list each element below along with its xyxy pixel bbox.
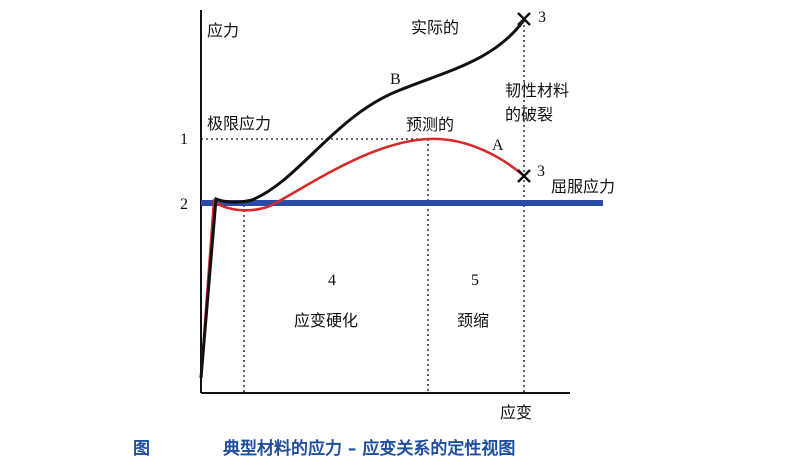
predicted-curve-tag: A: [492, 137, 504, 154]
predicted-curve-name: 预测的: [406, 115, 454, 134]
fracture-marker-predicted: [517, 169, 531, 183]
predicted-curve: [199, 137, 524, 379]
actual-curve: [199, 19, 526, 379]
fracture-marker-actual: [517, 12, 531, 26]
actual-curve-tag: B: [390, 71, 401, 88]
figure-label: 图: [133, 439, 150, 459]
yield-stress-label: 屈服应力: [551, 177, 615, 196]
ultimate-stress-label: 极限应力: [207, 114, 271, 133]
region-5-number: 5: [471, 272, 479, 289]
y-marker-2-number: 2: [180, 196, 188, 213]
region-5-name: 颈缩: [457, 311, 489, 330]
x-axis-label: 应变: [500, 403, 532, 422]
fracture-number-actual: 3: [538, 9, 546, 26]
region-4-number: 4: [328, 272, 336, 289]
y-axis-label: 应力: [207, 21, 239, 40]
fracture-note-line-2: 的破裂: [505, 105, 553, 124]
fracture-note-line-1: 韧性材料: [505, 81, 569, 100]
fracture-number-predicted: 3: [537, 163, 545, 180]
region-4-name: 应变硬化: [294, 311, 358, 330]
figure-caption: 典型材料的应力 – 应变关系的定性视图: [223, 439, 516, 459]
actual-curve-name: 实际的: [411, 18, 459, 37]
y-marker-1-number: 1: [180, 131, 188, 148]
